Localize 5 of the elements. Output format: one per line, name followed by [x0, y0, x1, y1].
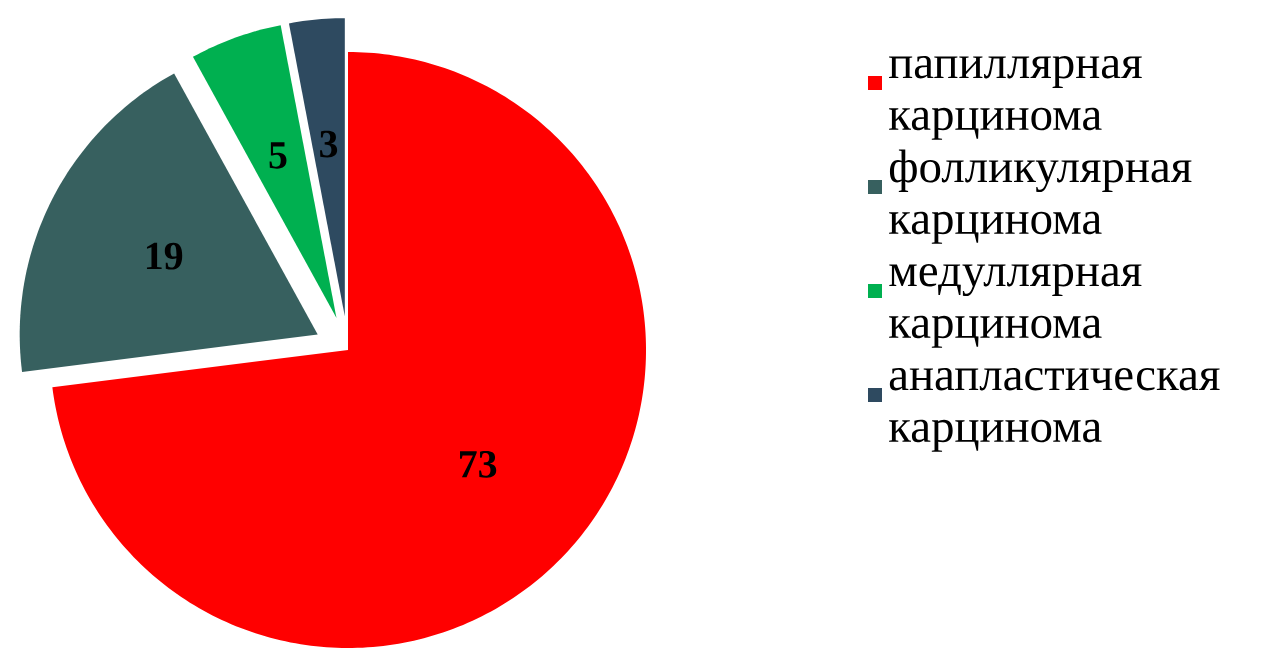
data-label: 3	[320, 130, 338, 158]
data-label: 73	[460, 450, 497, 478]
data-label: 19	[146, 242, 183, 270]
legend-label: анапластическая карцинома	[889, 367, 1220, 452]
data-label: 5	[269, 142, 287, 169]
